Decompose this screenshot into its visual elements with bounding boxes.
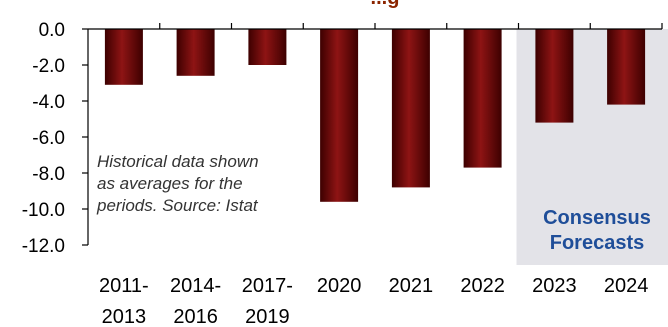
bar-2023: [535, 29, 574, 123]
x-category-label: 2013: [102, 306, 147, 327]
bar-2017-2019: [248, 29, 287, 65]
bar-2011-2013: [104, 29, 143, 85]
note-line: Historical data shown: [97, 152, 259, 171]
x-category-label: 2022: [460, 275, 505, 297]
x-category-label: 2019: [245, 306, 290, 327]
x-category-label: 2014-: [170, 275, 221, 297]
x-category-label: 2023: [532, 275, 577, 297]
source-note: Historical data shown as averages for the…: [92, 148, 320, 230]
bar-2020: [320, 29, 359, 202]
note-line: periods. Source: Istat: [96, 196, 259, 215]
bar-2022: [463, 29, 502, 168]
y-tick-label: -8.0: [32, 164, 65, 185]
bars-layer: [104, 29, 646, 202]
x-ticks-layer: [159, 23, 663, 29]
y-tick-label: -4.0: [32, 92, 65, 113]
x-category-label: 2016: [173, 306, 218, 327]
bar-2021: [391, 29, 430, 188]
x-category-label: 2011-: [99, 275, 149, 297]
forecast-label-line: Forecasts: [550, 232, 645, 254]
x-category-label: 2021: [389, 275, 434, 297]
x-category-label: 2020: [317, 275, 362, 297]
y-tick-label: -6.0: [32, 128, 65, 149]
x-category-label: 2017-: [242, 275, 293, 297]
forecast-label-line: Consensus: [543, 207, 651, 229]
forecast-label: Consensus Forecasts: [543, 207, 651, 254]
y-tick-label: -12.0: [22, 236, 65, 257]
x-category-label: 2024: [604, 275, 649, 297]
bar-2024: [607, 29, 646, 105]
bar-2014-2016: [176, 29, 215, 76]
chart-title: ...g: [371, 0, 400, 9]
y-tick-label: -2.0: [32, 56, 65, 77]
y-tick-label: 0.0: [39, 20, 65, 41]
note-line: as averages for the: [97, 174, 243, 193]
x-category-labels: 2011- 2013 2014- 2016 2017- 2019 2020 2021 2022 2…: [99, 275, 648, 327]
y-tick-label: -10.0: [22, 200, 65, 221]
note-background: [92, 148, 320, 230]
y-ticks-layer: 0.0 -2.0 -4.0 -6.0 -8.0 -10.0 -12.0: [22, 20, 88, 257]
